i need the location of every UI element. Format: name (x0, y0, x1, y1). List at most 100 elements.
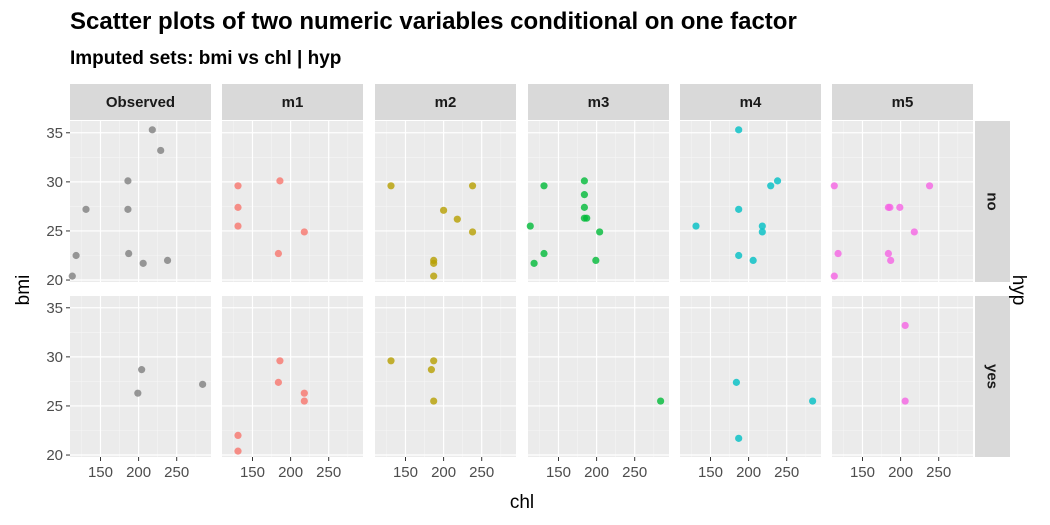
row-strips: no yes (975, 121, 1010, 457)
chart-title: Scatter plots of two numeric variables c… (70, 8, 797, 35)
strip-bg-m4 (680, 84, 821, 120)
x-tick-label: 200 (431, 464, 456, 481)
data-point (583, 214, 591, 222)
data-point (758, 222, 766, 230)
y-tick-label: 30 (46, 174, 63, 191)
data-point (148, 126, 156, 134)
y-tick-label: 25 (46, 223, 63, 240)
panel-m1-no (222, 121, 363, 282)
strip-label-m3: m3 (588, 94, 610, 111)
panel-observed-yes (70, 296, 211, 457)
data-point (234, 431, 242, 440)
strip-label-m1: m1 (282, 94, 304, 111)
panel-background (832, 121, 973, 282)
data-point (657, 397, 665, 405)
data-point (157, 146, 165, 155)
x-tick-label: 150 (88, 464, 113, 481)
y-tick-label: 35 (46, 125, 63, 142)
panel-m1-yes (222, 296, 363, 457)
panel-m2-yes (375, 296, 516, 457)
strip-label-m2: m2 (435, 94, 457, 111)
data-point (767, 182, 775, 190)
x-axes: 150 200 250 150 200 250 150 200 250 150 200 250 150 2… (88, 457, 951, 481)
x-tick-label: 200 (888, 464, 913, 481)
x-tick-label: 150 (850, 464, 875, 481)
y-tick-label: 25 (46, 398, 63, 415)
strip-bg-observed (70, 84, 211, 120)
x-tick-label: 250 (622, 464, 647, 481)
data-point (925, 182, 934, 190)
y-tick-label: 20 (46, 272, 63, 289)
x-tick-label: 200 (278, 464, 303, 481)
data-point (732, 378, 741, 386)
data-point (596, 228, 604, 236)
data-point (580, 191, 589, 199)
data-point (884, 249, 893, 258)
data-point (430, 272, 438, 280)
data-point (468, 228, 477, 236)
data-point (901, 321, 909, 330)
data-point (163, 256, 172, 265)
panel-m2-no (375, 121, 516, 282)
x-tick-label: 250 (926, 464, 951, 481)
data-point (124, 205, 132, 213)
data-point (276, 177, 284, 185)
data-point (758, 228, 766, 236)
data-point (468, 182, 477, 190)
data-point (901, 397, 909, 405)
data-point (910, 228, 918, 236)
data-point (234, 203, 242, 211)
data-point (124, 177, 132, 185)
strip-bg-m3 (528, 84, 669, 120)
y-axis: 20 25 30 35 20 25 30 35 (46, 125, 70, 464)
panel-background (528, 121, 669, 282)
data-point (439, 206, 448, 214)
y-tick-label: 30 (46, 349, 63, 366)
panel-m5-no (830, 121, 973, 282)
data-point (387, 357, 395, 365)
x-tick-label: 200 (584, 464, 609, 481)
panel-background (528, 296, 669, 457)
data-point (896, 203, 904, 211)
panel-background (375, 296, 516, 457)
data-point (234, 447, 242, 455)
column-strips: Observed m1 m2 m3 m4 m5 (70, 84, 973, 120)
data-point (430, 397, 438, 405)
data-point (540, 182, 548, 190)
row-strip-bg-yes (975, 296, 1010, 457)
x-tick-label: 150 (393, 464, 418, 481)
data-point (300, 389, 308, 397)
row-strip-bg-no (975, 121, 1010, 282)
data-point (580, 177, 589, 185)
data-point (300, 397, 308, 405)
data-point (274, 249, 282, 258)
data-point (72, 251, 80, 260)
x-tick-label: 200 (126, 464, 151, 481)
data-point (234, 182, 242, 190)
data-point (834, 249, 842, 258)
data-point (580, 203, 589, 211)
data-point (125, 249, 133, 258)
panel-background (680, 296, 821, 457)
x-tick-label: 150 (240, 464, 265, 481)
data-point (830, 272, 838, 280)
data-point (430, 357, 438, 365)
data-point (139, 259, 147, 267)
x-axis-title: chl (510, 492, 534, 513)
data-point (735, 205, 743, 213)
x-tick-label: 250 (774, 464, 799, 481)
x-tick-label: 150 (698, 464, 723, 481)
panel-background (70, 296, 211, 457)
panel-m4-no (680, 121, 821, 282)
panel-m3-no (526, 121, 669, 282)
data-point (82, 205, 90, 213)
x-tick-label: 200 (736, 464, 761, 481)
row-strip-label-no: no (984, 192, 1001, 210)
panel-observed-no (68, 121, 211, 282)
strip-label-m5: m5 (892, 94, 914, 111)
facet-axis-title: hyp (1008, 275, 1029, 306)
chart-subtitle: Imputed sets: bmi vs chl | hyp (70, 48, 342, 69)
data-point (234, 222, 242, 230)
strip-bg-m5 (832, 84, 973, 120)
